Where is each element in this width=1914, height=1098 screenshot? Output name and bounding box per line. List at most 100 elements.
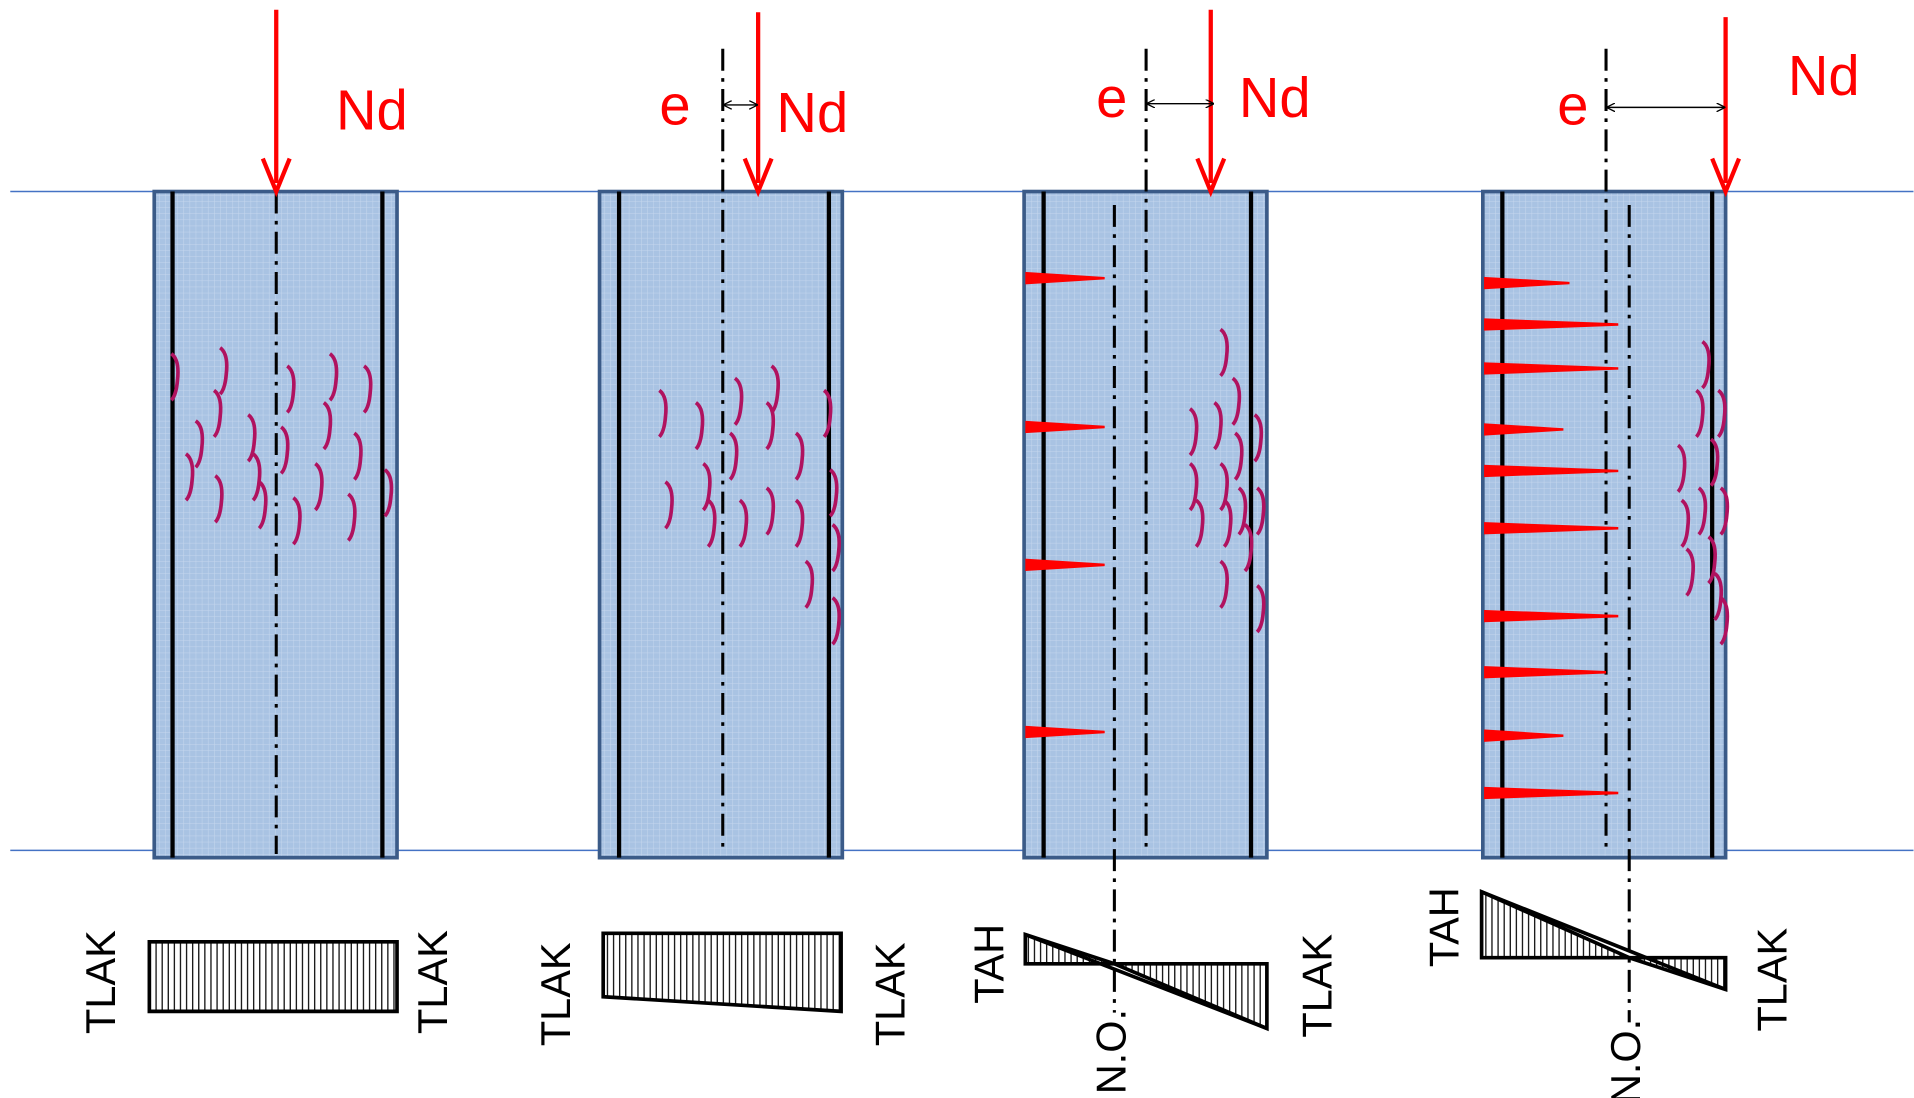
crack [257,480,268,530]
crack [285,364,296,414]
tension-crack [1484,276,1570,290]
neutral-axis-label: N.O. [1087,1009,1134,1094]
crack [246,413,257,463]
left-label: TLAK [532,942,579,1046]
crack [706,498,717,548]
crack [313,462,324,512]
crack [664,480,674,530]
crack [765,486,776,536]
column: Nd TLAK TLAK [77,9,456,1034]
crack [1255,486,1266,536]
crack [1243,523,1254,573]
crack [251,452,262,502]
crack [822,388,833,439]
label-bg [1092,1012,1137,1091]
force-label: Nd [1239,66,1311,129]
crack [794,498,805,548]
crack [1719,596,1730,646]
eccentricity-label: e [659,73,690,136]
crack [213,474,224,524]
crack [1716,388,1727,439]
crack [291,496,302,546]
crack [770,364,781,414]
tension-crack [1025,271,1105,285]
crack [362,364,373,414]
crack [322,401,333,451]
crack [828,468,839,518]
crack [346,492,357,542]
crack [1188,407,1199,457]
force-label: Nd [1788,44,1860,107]
crack [1219,327,1229,378]
force-label: Nd [776,81,848,144]
crack [1237,486,1248,536]
stress-line [1480,890,1727,992]
crack [1697,486,1708,536]
stress-diagram [601,931,843,1014]
crack [1676,443,1687,493]
eccentricity-label: e [1557,73,1588,136]
crack [194,419,205,469]
right-label: TLAK [1294,934,1341,1038]
crack [1219,559,1229,609]
crack [728,431,739,481]
right-label: TLAK [409,930,456,1034]
tension-crack [1484,786,1619,800]
crack [657,388,668,439]
force-arrow-head [1710,157,1741,198]
column: Nd e TLAK TLAK [532,12,914,1046]
crack [1709,437,1720,487]
left-label: TAH [965,924,1012,1004]
crack [1701,340,1711,390]
crack [1685,547,1696,597]
force-arrow-head [742,157,774,198]
crack [1713,571,1724,622]
crack [352,431,363,481]
tension-crack [1484,729,1564,742]
crack [701,462,712,512]
right-label: TLAK [867,942,914,1046]
force-arrow-head [260,157,292,198]
tension-crack [1484,362,1619,375]
crack [733,376,744,426]
crack [1680,498,1691,548]
crack [765,401,776,451]
crack [184,452,195,502]
crack [279,425,290,475]
crack [1719,486,1730,536]
tension-crack [1025,558,1105,572]
tension-crack [1484,464,1619,478]
eccentricity-label: e [1096,66,1127,129]
neutral-axis-label: N.O. [1602,1019,1649,1098]
crack [1255,584,1266,634]
tension-crack [1484,318,1619,331]
crack [1194,498,1205,548]
crack [738,498,749,548]
column: Nd e TAH TLAK N.O. [965,9,1341,1094]
stress-diagram [147,940,399,1014]
tension-crack [1484,522,1619,535]
tension-crack [1025,420,1105,434]
tension-crack [1484,609,1619,623]
crack [218,346,229,396]
crack [1694,388,1705,439]
crack [831,523,842,573]
crack [1253,413,1264,463]
crack [1188,462,1199,512]
tension-crack [1484,423,1564,436]
label-bg [1607,1022,1652,1098]
column-body [597,189,845,860]
left-label: TAH [1420,887,1467,967]
crack [1707,535,1717,585]
tension-crack [1484,666,1607,679]
crack [831,596,842,646]
tension-crack [1025,725,1105,739]
crack [804,559,815,609]
crack [1213,401,1223,451]
crack [694,401,705,451]
crack [212,388,223,439]
crack [1233,431,1244,481]
crack [169,352,180,402]
